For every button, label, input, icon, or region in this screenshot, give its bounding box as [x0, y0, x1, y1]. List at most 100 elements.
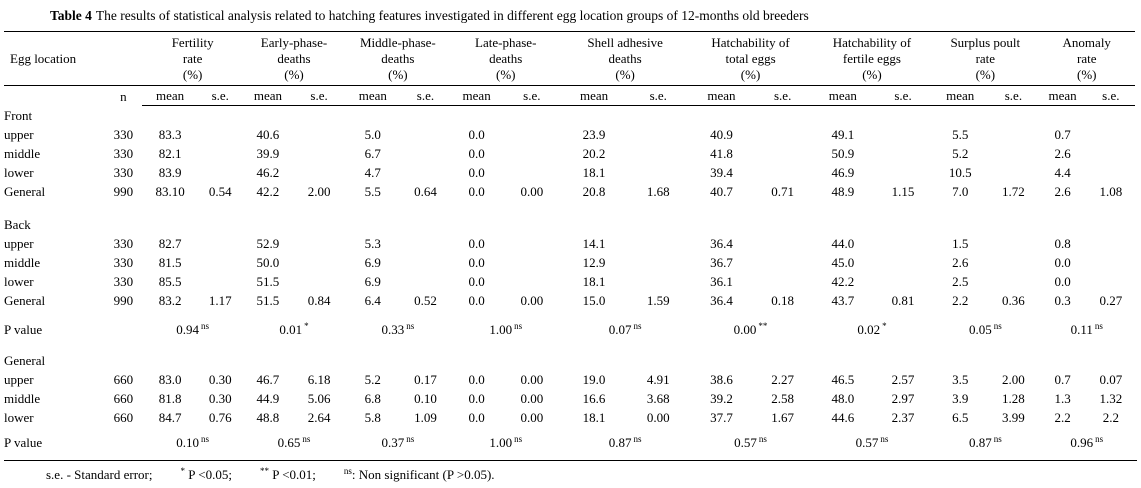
mean-value: 12.9: [582, 255, 606, 270]
se-value: 3.68: [646, 391, 670, 406]
mean-value: 7.0: [952, 184, 969, 199]
mean-value: 6.9: [364, 274, 381, 289]
column-header-surplus-poult-rate: Surplus poult rate (%): [932, 31, 1039, 86]
mean-header-surplus-poult-rate: mean: [932, 85, 989, 106]
mean-value: 2.5: [952, 274, 969, 289]
mean-value: 82.1: [158, 146, 182, 161]
mean-value: 0.0: [1054, 274, 1071, 289]
footnote-text: P <0.01;: [268, 467, 316, 482]
se-value: [988, 253, 1038, 272]
section-row-front: Front: [4, 106, 1135, 126]
row-label: middle: [4, 255, 41, 270]
mean-value: 83.9: [158, 165, 182, 180]
p-value-number: 0.37: [381, 435, 405, 450]
mean-value: 10.5: [948, 165, 972, 180]
mean-header-early-phase-deaths: mean: [242, 85, 293, 106]
se-value: 0.52: [414, 293, 437, 308]
table-caption-text: The results of statistical analysis rela…: [95, 8, 809, 23]
column-header-line: Late-phase-: [475, 34, 537, 50]
mean-value: 6.9: [364, 255, 381, 270]
column-header-line: Surplus poult: [950, 34, 1021, 50]
se-value: 2.64: [307, 410, 331, 425]
spacer-row: [4, 310, 1135, 320]
p-value: 1.00 ns: [451, 433, 561, 452]
p-value-label: P value: [4, 322, 43, 337]
se-value: [754, 163, 812, 182]
spacer-row: [4, 452, 1135, 460]
se-value: [198, 163, 243, 182]
se-value: [988, 144, 1038, 163]
p-value-significance: ns: [633, 433, 642, 444]
mean-value: 0.0: [468, 391, 485, 406]
mean-value: 0.0: [468, 255, 485, 270]
p-value: 1.00 ns: [451, 320, 561, 339]
mean-value: 48.9: [831, 184, 855, 199]
se-value: [874, 234, 932, 253]
mean-value: 19.0: [582, 372, 606, 387]
p-value: 0.00 **: [689, 320, 811, 339]
p-value-significance: ns: [993, 320, 1002, 331]
mean-value: 46.7: [256, 372, 280, 387]
footnote-segment: ns: Non significant (P >0.05).: [342, 466, 495, 482]
spacer-row: [4, 201, 1135, 215]
se-value: 1.67: [771, 410, 795, 425]
p-value: 0.87 ns: [561, 433, 689, 452]
table-row-back-upper: upper 330 82.7 52.9 5.3 0.0 14.1 36.4 44.0 1.5 0.8: [4, 234, 1135, 253]
mean-value: 43.7: [831, 293, 855, 308]
mean-value: 5.0: [364, 127, 381, 142]
mean-value: 18.1: [582, 410, 606, 425]
p-value: 0.37 ns: [345, 433, 450, 452]
mean-value: 36.4: [710, 236, 733, 251]
n-value: 330: [113, 236, 134, 251]
se-value: [503, 144, 561, 163]
se-value: [1087, 163, 1135, 182]
p-value: 0.05 ns: [932, 320, 1038, 339]
footnote-segment: ** P <0.01;: [258, 466, 316, 482]
se-value: 4.91: [646, 372, 670, 387]
se-value: [754, 125, 812, 144]
se-value: [198, 144, 243, 163]
column-header-line: Shell adhesive: [587, 34, 663, 50]
mean-value: 51.5: [256, 293, 280, 308]
mean-value: 0.0: [468, 410, 485, 425]
mean-value: 42.2: [256, 184, 280, 199]
se-value: 1.32: [1099, 391, 1123, 406]
column-header-line: Fertility: [171, 34, 214, 50]
mean-value: 44.0: [831, 236, 855, 251]
mean-value: 0.0: [468, 293, 485, 308]
mean-value: 0.0: [468, 372, 485, 387]
p-value: 0.01 *: [243, 320, 345, 339]
mean-value: 0.0: [468, 165, 485, 180]
se-value: 2.27: [771, 372, 795, 387]
mean-header-shell-adhesive-deaths: mean: [560, 85, 628, 106]
mean-header-fertility-rate: mean: [142, 85, 198, 106]
mean-value: 50.9: [831, 146, 855, 161]
se-value: [503, 253, 561, 272]
se-value: 0.76: [208, 410, 232, 425]
mean-value: 2.6: [1054, 146, 1071, 161]
footnote-text: : Non significant (P >0.05).: [351, 467, 495, 482]
footnote-text: s.e. - Standard error;: [46, 467, 153, 482]
section-label-general: General: [4, 353, 46, 368]
p-value-significance: ns: [993, 433, 1002, 444]
se-value: [754, 144, 812, 163]
se-value: [988, 234, 1038, 253]
mean-value: 48.0: [831, 391, 855, 406]
row-label: upper: [4, 236, 34, 251]
mean-value: 44.9: [256, 391, 280, 406]
table-row-front-general: General 990 83.10 0.54 42.2 2.00 5.5 0.64 0.0 0.0…: [4, 182, 1135, 201]
n-column-header-spacer: [104, 31, 143, 86]
se-value: [400, 163, 450, 182]
mean-header-hatchability-total-eggs: mean: [689, 85, 754, 106]
table-row-general-middle: middle 660 81.8 0.30 44.9 5.06 6.8 0.10 0.0 0.00 1…: [4, 389, 1135, 408]
column-header-line: deaths: [489, 50, 523, 66]
se-value: 0.36: [1002, 293, 1025, 308]
se-value: [400, 125, 450, 144]
se-value: [1087, 272, 1135, 291]
se-value: [988, 125, 1038, 144]
n-value: 990: [113, 184, 134, 199]
p-value-number: 0.33: [381, 322, 405, 337]
se-value: 0.10: [414, 391, 437, 406]
column-header-line: Hatchability of: [711, 34, 790, 50]
mean-value: 39.4: [710, 165, 733, 180]
